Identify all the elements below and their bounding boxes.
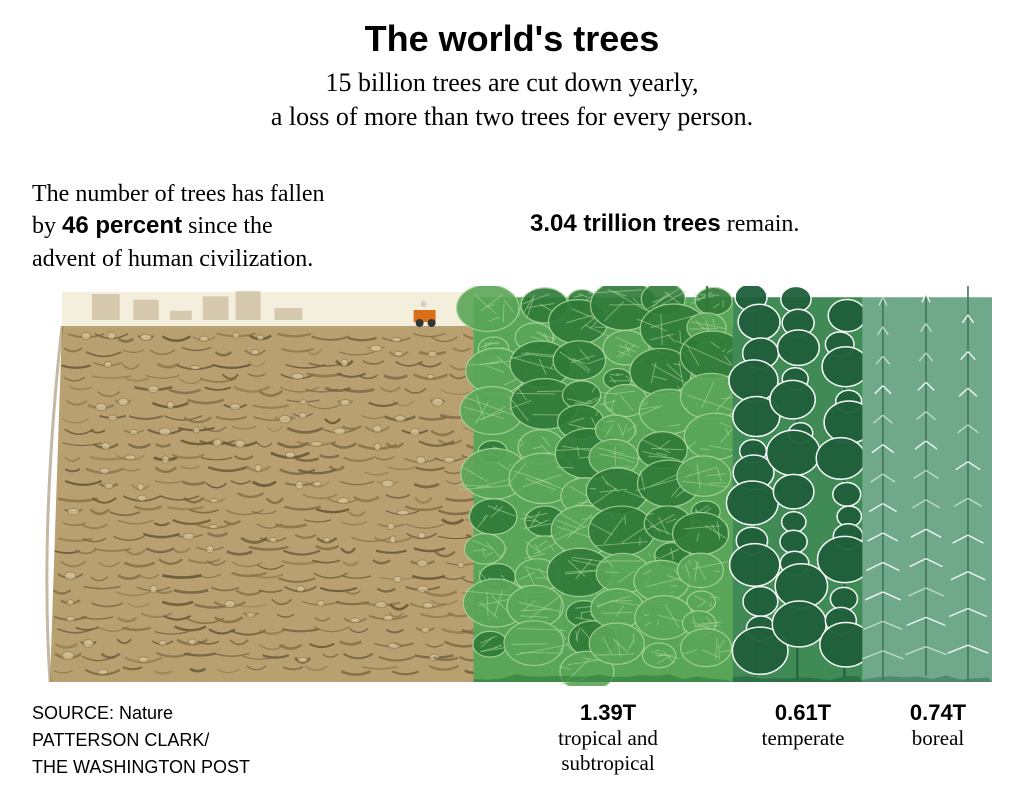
category-name: tropical and: [518, 726, 698, 751]
category-value: 1.39T: [518, 700, 698, 726]
subtitle-line1: 15 billion trees are cut down yearly,: [325, 68, 698, 97]
source-line2: PATTERSON CLARK/: [32, 730, 209, 750]
right-callout-rest: remain.: [721, 211, 800, 237]
category-name: boreal: [848, 726, 1024, 751]
left-callout-midpost: since the: [182, 213, 273, 239]
source-credit: SOURCE: Nature PATTERSON CLARK/ THE WASH…: [32, 700, 250, 781]
page-title: The world's trees: [0, 18, 1024, 60]
source-line3: THE WASHINGTON POST: [32, 757, 250, 777]
left-callout-post: advent of human civilization.: [32, 246, 313, 272]
left-callout-pre: The number of trees has fallen: [32, 181, 325, 207]
left-callout-midpre: by: [32, 213, 62, 239]
forest-illustration: [32, 286, 992, 686]
right-callout: 3.04 trillion trees remain.: [530, 210, 799, 238]
category-name-2: subtropical: [518, 751, 698, 776]
category-value: 0.74T: [848, 700, 1024, 726]
subtitle: 15 billion trees are cut down yearly, a …: [0, 66, 1024, 134]
category-label-2: 0.74Tboreal: [848, 700, 1024, 751]
left-callout: The number of trees has fallen by 46 per…: [32, 178, 325, 275]
category-label-0: 1.39Ttropical andsubtropical: [518, 700, 698, 776]
left-callout-bold: 46 percent: [62, 212, 182, 239]
source-line1: SOURCE: Nature: [32, 703, 173, 723]
subtitle-line2: a loss of more than two trees for every …: [271, 102, 753, 131]
right-callout-bold: 3.04 trillion trees: [530, 210, 721, 237]
